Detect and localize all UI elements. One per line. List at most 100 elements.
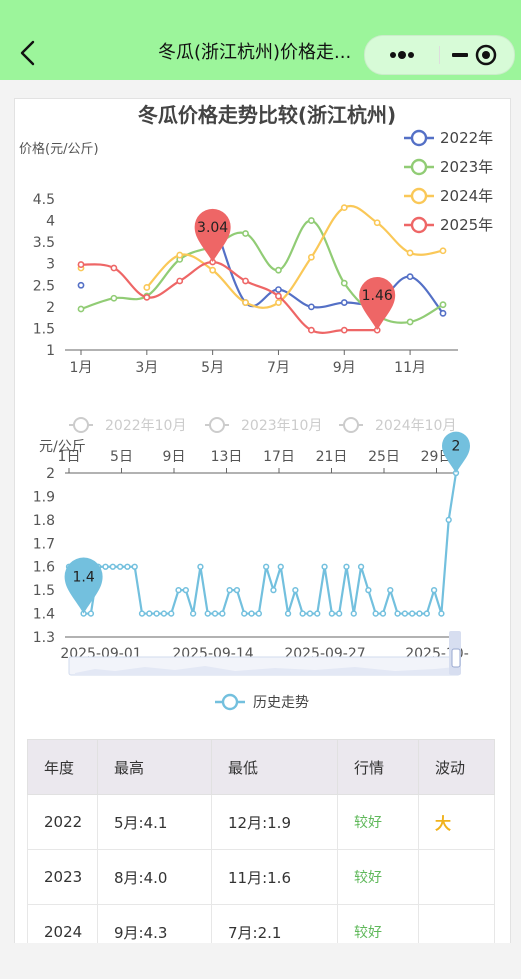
- x-tick-label: 3月: [135, 360, 158, 376]
- data-point: [255, 610, 262, 617]
- data-point: [197, 563, 204, 570]
- data-point: [430, 586, 438, 594]
- data-zoom-slider[interactable]: [68, 631, 461, 676]
- legend-item: 2022年: [404, 129, 493, 147]
- data-point: [110, 294, 118, 302]
- data-point: [406, 273, 414, 281]
- data-point: [336, 610, 343, 617]
- y-tick-label: 3: [46, 257, 55, 273]
- data-point: [340, 279, 348, 287]
- zoom-handle[interactable]: [451, 648, 461, 668]
- page-title: 冬瓜(浙江杭州)价格走...: [158, 42, 352, 63]
- legend-symbol: [410, 158, 428, 176]
- data-point: [343, 563, 350, 570]
- data-point: [160, 610, 168, 617]
- x-tick-label: 11月: [394, 360, 426, 376]
- back-icon[interactable]: [14, 38, 44, 68]
- bottom-bar: [0, 943, 521, 979]
- legend-symbol: [209, 417, 225, 433]
- data-point: [226, 586, 233, 594]
- close-circle-icon[interactable]: [474, 36, 512, 74]
- data-point: [176, 277, 184, 285]
- data-point: [277, 563, 284, 570]
- data-point: [77, 281, 85, 289]
- legend-label: 2025年: [440, 216, 493, 234]
- data-point: [299, 610, 306, 617]
- data-point: [306, 610, 314, 617]
- data-point: [211, 610, 219, 617]
- legend-symbol: [410, 129, 428, 147]
- data-point: [439, 301, 447, 309]
- pin-marker: [359, 277, 396, 331]
- legend-item-faded: 2024年10月: [339, 417, 456, 434]
- data-point: [176, 251, 184, 259]
- y-tick-label: 1.3: [33, 630, 55, 646]
- data-point: [292, 586, 299, 594]
- data-point: [143, 293, 151, 301]
- legend-item-faded: 2023年10月: [205, 417, 322, 434]
- data-point: [102, 563, 109, 570]
- capsule-divider: [439, 46, 440, 64]
- pin-marker: [64, 557, 103, 614]
- legend-item: 历史走势: [215, 693, 309, 711]
- y-axis-label: 元/公斤: [39, 439, 86, 455]
- data-point: [401, 610, 409, 617]
- data-point: [242, 277, 249, 285]
- legend-item: 2024年: [404, 187, 493, 205]
- cell-low: 12月:1.9: [211, 794, 338, 850]
- data-point: [409, 610, 416, 617]
- data-point: [248, 610, 255, 617]
- table-header-row: 年度 最高 最低 行情 波动: [27, 739, 495, 795]
- data-point: [263, 563, 270, 570]
- data-point: [394, 610, 401, 617]
- data-point: [153, 610, 160, 617]
- pin-label: 3.04: [197, 220, 228, 236]
- data-point: [307, 253, 315, 261]
- data-point: [270, 586, 277, 594]
- content-card: 冬瓜价格走势比较(浙江杭州) 价格(元/公斤) 1 1.5 2 2.5 3 3.5 4 4.5 1月…: [14, 98, 511, 945]
- legend-label: 2023年: [440, 158, 493, 176]
- data-point: [242, 230, 249, 237]
- cell-trend: 较好: [337, 794, 419, 850]
- series-line: [80, 260, 378, 334]
- data-point: [275, 299, 282, 306]
- column-header-high: 最高: [97, 739, 212, 795]
- legend-label: 2022年: [440, 129, 493, 147]
- top-tick-label: 25日: [368, 449, 400, 465]
- top-tick-label: 9日: [163, 449, 186, 465]
- legend-item: 2025年: [404, 216, 493, 234]
- minimize-icon[interactable]: [440, 36, 478, 74]
- y-tick-label: 1.9: [33, 489, 55, 505]
- legend-label: 2024年: [440, 187, 493, 205]
- cell-year: 2023: [27, 849, 98, 905]
- data-point: [350, 610, 357, 617]
- nav-bar: 冬瓜(浙江杭州)价格走...: [0, 0, 521, 80]
- more-icon[interactable]: [365, 36, 439, 74]
- data-point: [406, 249, 414, 257]
- legend-label: 2023年10月: [241, 418, 322, 434]
- max-min-pin: 1.46: [359, 277, 396, 331]
- legend-symbol: [73, 417, 89, 433]
- y-tick-label: 1.4: [33, 607, 55, 623]
- y-tick-label: 2: [46, 300, 55, 316]
- data-point: [109, 563, 116, 570]
- data-point: [314, 610, 321, 617]
- data-point: [423, 610, 430, 617]
- data-point: [77, 305, 85, 313]
- legend-label: 历史走势: [253, 695, 309, 711]
- legend-symbol: [410, 216, 428, 234]
- top-tick-label: 5日: [110, 449, 133, 465]
- table-row: 2022 5月:4.1 12月:1.9 较好 大: [27, 794, 495, 850]
- zoom-preview: [75, 666, 455, 675]
- data-point: [321, 563, 328, 570]
- data-point: [219, 610, 226, 617]
- data-point: [373, 219, 381, 227]
- capsule-menu: [364, 35, 515, 75]
- top-tick-label: 17日: [263, 449, 295, 465]
- y-tick-label: 1.6: [33, 560, 55, 576]
- y-tick-label: 3.5: [33, 235, 55, 251]
- column-header-year: 年度: [27, 739, 98, 795]
- cell-trend: 较好: [337, 849, 419, 905]
- data-point: [340, 299, 348, 306]
